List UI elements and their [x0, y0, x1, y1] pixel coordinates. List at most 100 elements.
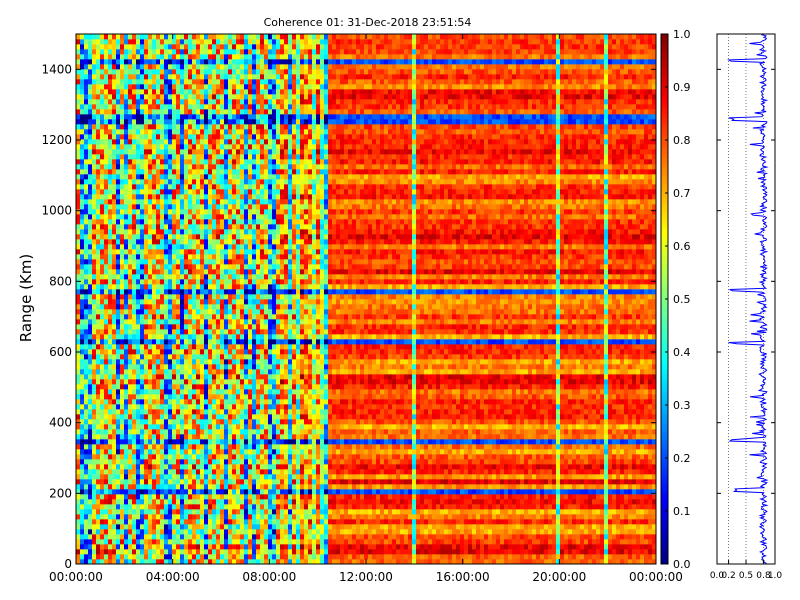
heatmap-cell	[136, 409, 141, 415]
heatmap-cell	[76, 469, 81, 475]
heatmap-cell	[120, 504, 125, 510]
heatmap-cell	[92, 519, 97, 525]
heatmap-cell	[184, 534, 189, 540]
heatmap-cell	[172, 64, 177, 70]
heatmap-cell	[176, 359, 181, 365]
heatmap-cell	[248, 454, 253, 460]
heatmap-cell	[156, 239, 161, 245]
heatmap-cell	[136, 144, 141, 150]
heatmap-cell	[152, 264, 157, 270]
heatmap-cell	[188, 534, 193, 540]
heatmap-cell	[120, 134, 125, 140]
heatmap-cell	[148, 124, 153, 130]
heatmap-cell	[204, 374, 209, 380]
heatmap-cell	[116, 139, 121, 145]
heatmap-cell	[216, 119, 221, 125]
heatmap-cell	[96, 289, 101, 295]
heatmap-cell	[136, 204, 141, 210]
heatmap-cell	[136, 324, 141, 330]
heatmap-cell	[176, 299, 181, 305]
heatmap-cell	[132, 299, 137, 305]
heatmap-cell	[104, 499, 109, 505]
heatmap-cell	[180, 219, 185, 225]
heatmap-cell	[184, 219, 189, 225]
heatmap-cell	[152, 74, 157, 80]
heatmap-cell	[104, 194, 109, 200]
heatmap-cell	[184, 364, 189, 370]
heatmap-cell	[236, 319, 241, 325]
heatmap-cell	[172, 414, 177, 420]
heatmap-cell	[232, 409, 237, 415]
heatmap-cell	[248, 529, 253, 535]
heatmap-cell	[252, 289, 257, 295]
heatmap-cell	[208, 59, 213, 65]
heatmap-cell	[84, 434, 89, 440]
heatmap-cell	[200, 99, 205, 105]
heatmap-cell	[108, 239, 113, 245]
heatmap-cell	[248, 484, 253, 490]
heatmap-cell	[228, 179, 233, 185]
heatmap-cell	[100, 334, 105, 340]
heatmap-cell	[212, 494, 217, 500]
heatmap-cell	[260, 409, 265, 415]
heatmap-cell	[148, 429, 153, 435]
heatmap-cell	[84, 169, 89, 175]
heatmap-cell	[168, 249, 173, 255]
heatmap-cell	[228, 494, 233, 500]
heatmap-cell	[132, 144, 137, 150]
heatmap-cell	[100, 219, 105, 225]
heatmap-cell	[120, 464, 125, 470]
heatmap-cells	[76, 34, 657, 565]
heatmap-cell	[200, 509, 205, 515]
heatmap-cell	[108, 224, 113, 230]
heatmap-cell	[84, 469, 89, 475]
heatmap-cell	[184, 224, 189, 230]
heatmap-cell	[84, 384, 89, 390]
heatmap-cell	[136, 374, 141, 380]
heatmap-cell	[176, 59, 181, 65]
heatmap-cell	[104, 134, 109, 140]
heatmap-cell	[108, 44, 113, 50]
heatmap-cell	[248, 174, 253, 180]
heatmap-cell	[140, 264, 145, 270]
heatmap-cell	[148, 339, 153, 345]
heatmap-cell	[124, 479, 129, 485]
heatmap-cell	[196, 254, 201, 260]
heatmap-cell	[168, 324, 173, 330]
heatmap-cell	[168, 529, 173, 535]
heatmap-cell	[208, 354, 213, 360]
heatmap-cell	[84, 349, 89, 355]
heatmap-cell	[104, 204, 109, 210]
heatmap-cell	[248, 249, 253, 255]
heatmap-cell	[92, 134, 97, 140]
heatmap-cell	[176, 104, 181, 110]
heatmap-cell	[84, 214, 89, 220]
heatmap-cell	[76, 339, 81, 345]
heatmap-cell	[188, 139, 193, 145]
heatmap-cell	[136, 359, 141, 365]
heatmap-cell	[180, 439, 185, 445]
heatmap-cell	[112, 434, 117, 440]
heatmap-cell	[92, 384, 97, 390]
heatmap-cell	[100, 494, 105, 500]
heatmap-cell	[88, 434, 93, 440]
heatmap-cell	[216, 364, 221, 370]
heatmap-cell	[160, 379, 165, 385]
heatmap-cell	[152, 439, 157, 445]
heatmap-cell	[172, 294, 177, 300]
heatmap-cell	[88, 389, 93, 395]
heatmap-cell	[208, 504, 213, 510]
heatmap-cell	[192, 499, 197, 505]
heatmap-cell	[116, 144, 121, 150]
heatmap-cell	[236, 209, 241, 215]
heatmap-cell	[96, 279, 101, 285]
heatmap-cell	[180, 509, 185, 515]
heatmap-cell	[108, 304, 113, 310]
heatmap-cell	[208, 424, 213, 430]
heatmap-cell	[216, 109, 221, 115]
heatmap-cell	[104, 294, 109, 300]
heatmap-cell	[236, 74, 241, 80]
heatmap-cell	[112, 304, 117, 310]
heatmap-cell	[100, 104, 105, 110]
heatmap-cell	[164, 324, 169, 330]
